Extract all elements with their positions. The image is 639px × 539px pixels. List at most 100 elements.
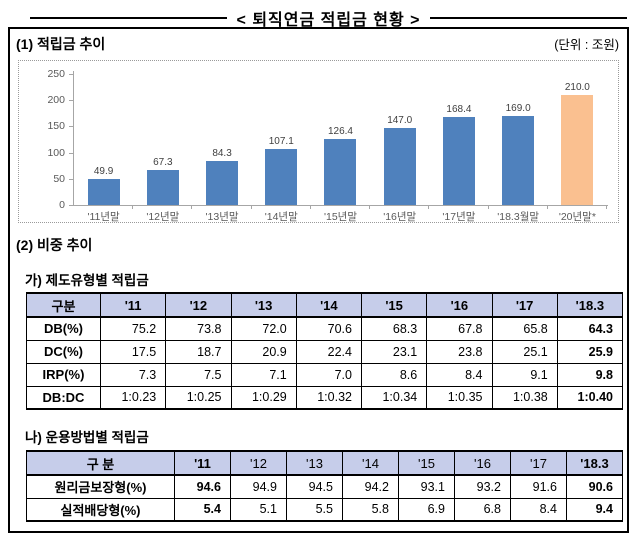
table-header-row: 구분 '11'12'13'14'15'16'17'18.3	[26, 292, 624, 318]
value-cell: 1:0.29	[230, 385, 297, 410]
bar-value-label: 67.3	[153, 156, 173, 168]
table-year-header: '13	[286, 450, 343, 476]
table-row: 원리금보장형(%) 94.6 94.9 94.5 94.2 93.1 93.2 91.6 90.…	[26, 474, 623, 499]
x-axis-category-label: '11년말	[87, 211, 120, 223]
x-axis-category-label: '12년말	[146, 211, 180, 223]
table-row: DC(%) 17.5 18.7 20.9 22.4 23.1 23.8 25.1 25.9	[26, 339, 624, 364]
row-label-cell: DB(%)	[26, 316, 101, 341]
y-axis-tick-mark	[69, 126, 73, 128]
value-cell: 7.1	[230, 362, 297, 387]
institution-type-table: 구분 '11'12'13'14'15'16'17'18.3 DB(%) 75.2 73.…	[26, 292, 624, 410]
value-cell: 25.9	[556, 339, 624, 364]
y-axis-tick-mark	[69, 74, 73, 75]
table-row: DB:DC 1:0.23 1:0.25 1:0.29 1:0.32 1:0.34 1:0.3…	[26, 385, 624, 410]
table-row: DB(%) 75.2 73.8 72.0 70.6 68.3 67.8 65.8 64.3	[26, 316, 624, 341]
value-cell: 6.8	[454, 497, 511, 522]
value-cell: 64.3	[556, 316, 624, 341]
table-year-header: '14	[342, 450, 399, 476]
table-row: 실적배당형(%) 5.4 5.1 5.5 5.8 6.9 6.8 8.4 9.4	[26, 497, 623, 522]
value-cell: 91.6	[510, 474, 567, 499]
bar	[383, 128, 416, 205]
value-cell: 90.6	[566, 474, 623, 499]
bar	[87, 178, 120, 205]
value-cell: 1:0.35	[426, 385, 493, 410]
section1-heading: (1) 적립금 추이	[16, 36, 106, 52]
value-cell: 23.1	[360, 339, 428, 364]
bar-group: 84.3 '13년말	[192, 74, 252, 223]
value-cell: 7.3	[99, 362, 167, 387]
bar-group: 107.1 '14년말	[252, 74, 312, 223]
bar-value-label: 168.4	[446, 103, 472, 115]
value-cell: 5.4	[174, 497, 231, 522]
row-label-cell: 원리금보장형(%)	[26, 474, 175, 499]
bar-value-label: 107.1	[268, 135, 294, 147]
value-cell: 22.4	[295, 339, 363, 364]
value-cell: 68.3	[360, 316, 428, 341]
value-cell: 9.8	[556, 362, 624, 387]
value-cell: 6.9	[398, 497, 455, 522]
x-axis-category-label: '14년말	[264, 211, 298, 223]
value-cell: 75.2	[99, 316, 167, 341]
bar-value-label: 49.9	[93, 165, 114, 177]
content-box: (1) 적립금 추이 (단위 : 조원) 0 50 100 150 200 250 49.…	[8, 27, 629, 533]
y-axis-tick-label: 200	[47, 94, 65, 107]
table-a-title: 가) 제도유형별 적립금	[25, 273, 149, 288]
value-cell: 72.0	[230, 316, 297, 341]
value-cell: 18.7	[165, 339, 232, 364]
bar-value-label: 147.0	[387, 115, 413, 126]
y-axis-line	[73, 71, 74, 205]
table-corner-header: 구 분	[26, 450, 175, 476]
y-axis-tick-mark	[69, 152, 73, 154]
table-year-header: '14	[295, 292, 363, 318]
value-cell: 1:0.34	[360, 385, 428, 410]
bar-value-label: 169.0	[505, 103, 531, 115]
table-year-header: '13	[230, 292, 297, 318]
value-cell: 8.4	[510, 497, 567, 522]
table-row: IRP(%) 7.3 7.5 7.1 7.0 8.6 8.4 9.1 9.8	[26, 362, 624, 387]
value-cell: 5.8	[342, 497, 399, 522]
bar	[206, 160, 239, 205]
table-year-header: '15	[398, 450, 455, 476]
bar-value-label: 210.0	[564, 82, 590, 93]
bar-group: 126.4 '15년말	[311, 74, 371, 223]
bar-group: 49.9 '11년말	[74, 74, 134, 223]
x-axis-category-label: '13년말	[205, 211, 239, 223]
value-cell: 17.5	[99, 339, 167, 364]
x-axis-category-label: '15년말	[323, 211, 357, 223]
x-axis-category-label: '18.3월말	[497, 211, 540, 223]
value-cell: 70.6	[295, 316, 363, 341]
bar	[561, 95, 594, 205]
bar	[146, 169, 179, 205]
value-cell: 8.4	[426, 362, 493, 387]
value-cell: 93.1	[398, 474, 455, 499]
bar	[265, 148, 298, 205]
value-cell: 94.2	[342, 474, 399, 499]
y-axis-tick-label: 50	[53, 172, 65, 185]
bar-group: 147.0 '16년말	[370, 74, 430, 223]
plot-area: 49.9 '11년말 67.3 '12년말 84.3 '13년말 107.1 '14년말 126…	[74, 74, 608, 223]
value-cell: 20.9	[230, 339, 297, 364]
x-axis-line	[73, 205, 608, 206]
table-header-row: 구 분 '11'12'13'14'15'16'17'18.3	[26, 450, 623, 476]
table-year-header: '11	[174, 450, 231, 476]
table-year-header: '17	[510, 450, 567, 476]
table-year-header: '18.3	[566, 450, 623, 476]
value-cell: 94.9	[230, 474, 287, 499]
y-axis-tick-mark	[69, 178, 73, 180]
value-cell: 5.1	[230, 497, 287, 522]
figure-title: < 퇴직연금 적립금 현황 >	[236, 12, 421, 29]
x-axis-category-label: '17년말	[442, 211, 476, 223]
value-cell: 1:0.32	[295, 385, 363, 410]
unit-label: (단위 : 조원)	[554, 38, 619, 52]
y-axis-tick-label: 250	[47, 68, 65, 80]
bar-value-label: 126.4	[327, 125, 353, 137]
table-year-header: '12	[230, 450, 287, 476]
value-cell: 93.2	[454, 474, 511, 499]
figure-title-row: < 퇴직연금 적립금 현황 >	[30, 6, 628, 30]
value-cell: 9.4	[566, 497, 623, 522]
x-axis-category-label: '16년말	[383, 211, 417, 223]
title-rule-right	[430, 17, 628, 19]
row-label-cell: IRP(%)	[26, 362, 101, 387]
table-year-header: '16	[426, 292, 493, 318]
